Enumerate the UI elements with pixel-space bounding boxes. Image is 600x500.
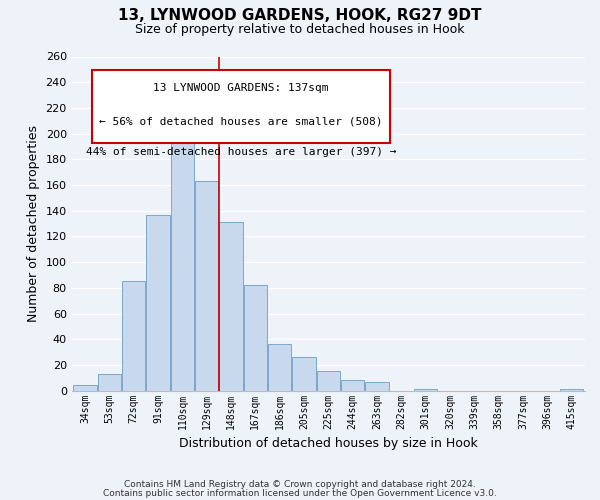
Bar bbox=[317, 372, 340, 390]
Text: Contains HM Land Registry data © Crown copyright and database right 2024.: Contains HM Land Registry data © Crown c… bbox=[124, 480, 476, 489]
Bar bbox=[341, 380, 364, 390]
Bar bbox=[122, 282, 145, 391]
X-axis label: Distribution of detached houses by size in Hook: Distribution of detached houses by size … bbox=[179, 437, 478, 450]
Bar bbox=[268, 344, 291, 391]
Bar bbox=[98, 374, 121, 390]
Bar bbox=[195, 181, 218, 390]
Text: 44% of semi-detached houses are larger (397) →: 44% of semi-detached houses are larger (… bbox=[86, 146, 397, 156]
FancyBboxPatch shape bbox=[92, 70, 390, 144]
Bar bbox=[365, 382, 389, 390]
Bar bbox=[220, 222, 242, 390]
Bar bbox=[244, 286, 267, 391]
Text: 13 LYNWOOD GARDENS: 137sqm: 13 LYNWOOD GARDENS: 137sqm bbox=[154, 83, 329, 93]
Text: 13, LYNWOOD GARDENS, HOOK, RG27 9DT: 13, LYNWOOD GARDENS, HOOK, RG27 9DT bbox=[118, 8, 482, 22]
Bar bbox=[73, 386, 97, 390]
Text: Size of property relative to detached houses in Hook: Size of property relative to detached ho… bbox=[135, 22, 465, 36]
Text: ← 56% of detached houses are smaller (508): ← 56% of detached houses are smaller (50… bbox=[100, 116, 383, 126]
Y-axis label: Number of detached properties: Number of detached properties bbox=[27, 125, 40, 322]
Bar bbox=[292, 357, 316, 390]
Text: Contains public sector information licensed under the Open Government Licence v3: Contains public sector information licen… bbox=[103, 488, 497, 498]
Bar bbox=[146, 214, 170, 390]
Bar bbox=[171, 122, 194, 390]
